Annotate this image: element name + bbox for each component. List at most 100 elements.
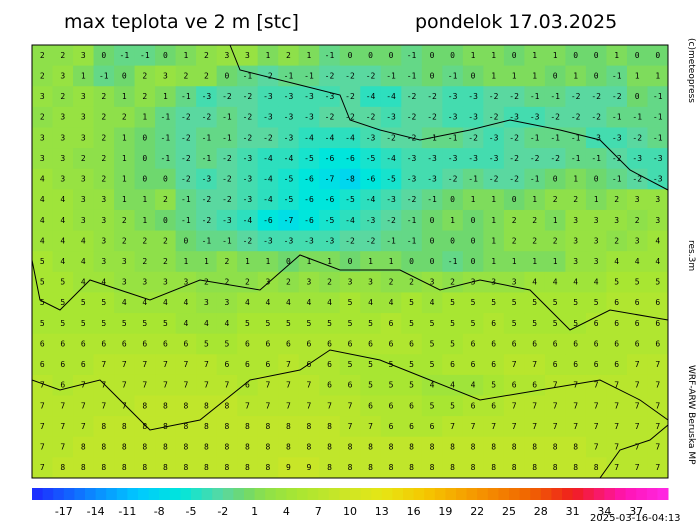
cell-value: -5	[386, 175, 396, 184]
cell-value: 4	[573, 278, 578, 287]
cell-value: -2	[366, 71, 376, 80]
cell-value: -2	[386, 133, 396, 142]
cell-value: 5	[430, 319, 435, 328]
cell-fill	[483, 86, 505, 108]
cell-fill	[421, 416, 443, 438]
cell-value: -2	[632, 133, 642, 142]
cell-fill	[462, 292, 484, 314]
cell-value: 1	[532, 257, 537, 266]
cell-fill	[93, 127, 115, 149]
cell-fill	[606, 127, 628, 149]
cell-fill	[544, 436, 566, 458]
cell-value: 0	[594, 175, 599, 184]
cell-fill	[626, 271, 648, 293]
cell-value: -3	[448, 92, 458, 101]
colorbar-segment	[169, 488, 181, 500]
cell-value: 7	[655, 443, 660, 452]
cell-fill	[319, 127, 341, 149]
cell-value: 8	[142, 401, 147, 410]
cell-fill	[278, 292, 300, 314]
cell-value: -1	[161, 133, 171, 142]
cell-value: 6	[573, 360, 578, 369]
cell-fill	[298, 395, 320, 417]
colorbar-segment	[551, 488, 563, 500]
cell-value: 5	[573, 319, 578, 328]
cell-value: 7	[368, 422, 373, 431]
cell-fill	[565, 230, 587, 252]
cell-fill	[360, 86, 382, 108]
colorbar-label: -5	[186, 505, 197, 518]
cell-fill	[483, 416, 505, 438]
cell-fill	[606, 395, 628, 417]
cell-value: 8	[594, 463, 599, 472]
cell-fill	[442, 230, 464, 252]
cell-fill	[503, 127, 525, 149]
colorbar-label: 34	[597, 505, 611, 518]
cell-fill	[606, 106, 628, 128]
cell-value: -1	[530, 92, 540, 101]
cell-value: 1	[183, 51, 188, 60]
cell-fill	[524, 333, 546, 355]
cell-value: -1	[202, 154, 212, 163]
cell-fill	[73, 457, 95, 479]
cell-value: 5	[635, 278, 640, 287]
cell-fill	[319, 416, 341, 438]
cell-fill	[134, 230, 156, 252]
cell-fill	[585, 127, 607, 149]
cell-value: -1	[530, 175, 540, 184]
cell-value: 3	[81, 51, 86, 60]
cell-fill	[52, 292, 74, 314]
cell-fill	[134, 65, 156, 87]
cell-fill	[73, 395, 95, 417]
cell-value: 6	[594, 319, 599, 328]
colorbar-segment	[307, 488, 319, 500]
cell-fill	[257, 374, 279, 397]
cell-fill	[196, 45, 218, 67]
cell-value: 5	[430, 360, 435, 369]
cell-fill	[237, 127, 259, 149]
cell-value: 2	[512, 216, 517, 225]
cell-value: 0	[286, 257, 291, 266]
cell-value: 2	[101, 175, 106, 184]
cell-value: 8	[409, 443, 414, 452]
cell-fill	[483, 189, 505, 211]
cell-value: 3	[122, 278, 127, 287]
cell-value: -2	[202, 216, 212, 225]
cell-fill	[298, 416, 320, 438]
cell-value: 1	[204, 257, 209, 266]
colorbar-segment	[233, 488, 245, 500]
cell-value: 7	[532, 422, 537, 431]
cell-value: 8	[307, 443, 312, 452]
cell-value: 1	[553, 216, 558, 225]
cell-fill	[524, 209, 546, 232]
cell-value: 8	[163, 443, 168, 452]
cell-fill	[339, 271, 361, 293]
cell-value: -3	[202, 175, 212, 184]
cell-value: 3	[266, 278, 271, 287]
cell-value: 1	[532, 51, 537, 60]
colorbar-segment	[148, 488, 160, 500]
cell-fill	[114, 374, 136, 397]
cell-value: 3	[101, 216, 106, 225]
colorbar-segment	[159, 488, 171, 500]
cell-fill	[278, 209, 300, 232]
colorbar-segment	[180, 488, 192, 500]
cell-value: 0	[163, 51, 168, 60]
cell-fill	[73, 313, 95, 335]
cell-value: 2	[101, 92, 106, 101]
cell-value: -2	[345, 113, 355, 122]
cell-value: -2	[612, 154, 622, 163]
cell-fill	[442, 292, 464, 314]
cell-value: 0	[430, 236, 435, 245]
cell-value: 8	[450, 443, 455, 452]
cell-value: 2	[614, 195, 619, 204]
cell-fill	[155, 292, 177, 314]
cell-fill	[442, 251, 464, 273]
cell-value: 5	[40, 319, 45, 328]
cell-value: 5	[409, 360, 414, 369]
cell-fill	[462, 230, 484, 252]
cell-value: 4	[204, 319, 209, 328]
cell-fill	[237, 313, 259, 335]
cell-fill	[503, 65, 525, 87]
cell-value: 8	[327, 443, 332, 452]
